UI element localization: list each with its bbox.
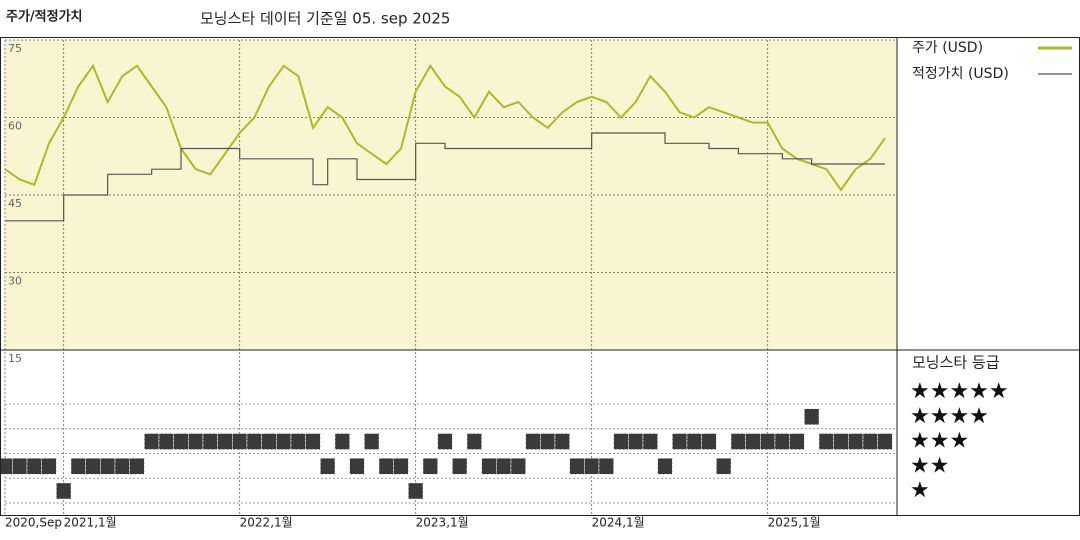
y-tick-label: 60 <box>8 120 22 133</box>
rating-bar <box>584 457 600 475</box>
rating-bar <box>85 457 101 475</box>
x-tick-label: 2021,1월 <box>64 516 117 530</box>
rating-bar <box>657 457 673 475</box>
rating-bar <box>232 433 248 450</box>
x-tick-label: 2024,1월 <box>592 516 645 530</box>
rating-bar <box>12 457 28 475</box>
rating-bar <box>364 433 380 450</box>
x-tick-label: 2025,1월 <box>768 516 821 530</box>
rating-bar <box>569 457 585 475</box>
series-line <box>4 63 886 192</box>
series-line <box>5 132 885 222</box>
rating-label: ★★ <box>910 453 949 478</box>
chart-title: 주가/적정가치 <box>6 9 83 25</box>
rating-label: ★★★ <box>910 429 969 454</box>
rating-bar <box>598 457 614 475</box>
rating-bar <box>745 433 761 450</box>
rating-bar <box>378 457 394 475</box>
rating-bar <box>672 433 688 450</box>
legend-label: 적정가치 (USD) <box>912 66 1009 82</box>
rating-bar <box>481 457 497 475</box>
rating-bar <box>496 457 512 475</box>
rating-label: ★★★★ <box>910 404 989 429</box>
rating-bar <box>56 482 72 500</box>
rating-bar <box>202 433 218 450</box>
rating-label: ★ <box>910 478 930 503</box>
y-tick-label: 75 <box>8 42 22 55</box>
rating-bar <box>716 457 732 475</box>
rating-bar <box>540 433 556 450</box>
rating-bar <box>173 433 189 450</box>
rating-bar <box>246 433 262 450</box>
rating-bar <box>554 433 570 450</box>
rating-bar <box>789 433 805 450</box>
rating-bar <box>41 457 57 475</box>
rating-bar <box>848 433 864 450</box>
rating-bar <box>188 433 204 450</box>
rating-title: 모닝스타 등급 <box>912 354 1000 372</box>
rating-bar <box>642 433 658 450</box>
x-tick-label: 2020,Sep <box>5 516 62 530</box>
rating-bar <box>393 457 409 475</box>
y-tick-label: 15 <box>8 352 22 365</box>
rating-bar <box>804 408 820 426</box>
rating-bar <box>760 433 776 450</box>
rating-bar <box>422 457 438 475</box>
rating-bar <box>100 457 116 475</box>
rating-bar <box>70 457 86 475</box>
y-tick-label: 45 <box>8 197 22 210</box>
rating-bar <box>686 433 702 450</box>
rating-bar <box>466 433 482 450</box>
rating-bar <box>408 482 424 500</box>
rating-bar <box>818 433 834 450</box>
chart-subtitle: 모닝스타 데이터 기준일 05. sep 2025 <box>200 10 450 28</box>
rating-bar <box>628 433 644 450</box>
rating-bar <box>261 433 277 450</box>
rating-bar <box>334 433 350 450</box>
rating-bar <box>114 457 130 475</box>
rating-bar <box>158 433 174 450</box>
rating-bar <box>276 433 292 450</box>
rating-bar <box>510 457 526 475</box>
rating-bar <box>525 433 541 450</box>
rating-bar <box>774 433 790 450</box>
rating-bar <box>701 433 717 450</box>
rating-bar <box>217 433 233 450</box>
rating-bar <box>26 457 42 475</box>
legend-label: 주가 (USD) <box>912 40 983 56</box>
rating-bar <box>0 457 13 475</box>
y-tick-label: 30 <box>8 275 22 288</box>
rating-bar <box>320 457 336 475</box>
rating-label: ★★★★★ <box>910 379 1009 404</box>
rating-bar <box>290 433 306 450</box>
rating-bar <box>862 433 878 450</box>
rating-bar <box>833 433 849 450</box>
rating-bar <box>877 433 893 450</box>
x-tick-label: 2023,1월 <box>416 516 469 530</box>
rating-bar <box>349 457 365 475</box>
rating-bar <box>305 433 321 450</box>
rating-bar <box>129 457 145 475</box>
x-tick-label: 2022,1월 <box>240 516 293 530</box>
rating-bar <box>613 433 629 450</box>
rating-bar <box>452 457 468 475</box>
rating-bar <box>730 433 746 450</box>
rating-bar <box>437 433 453 450</box>
rating-bar <box>144 433 160 450</box>
